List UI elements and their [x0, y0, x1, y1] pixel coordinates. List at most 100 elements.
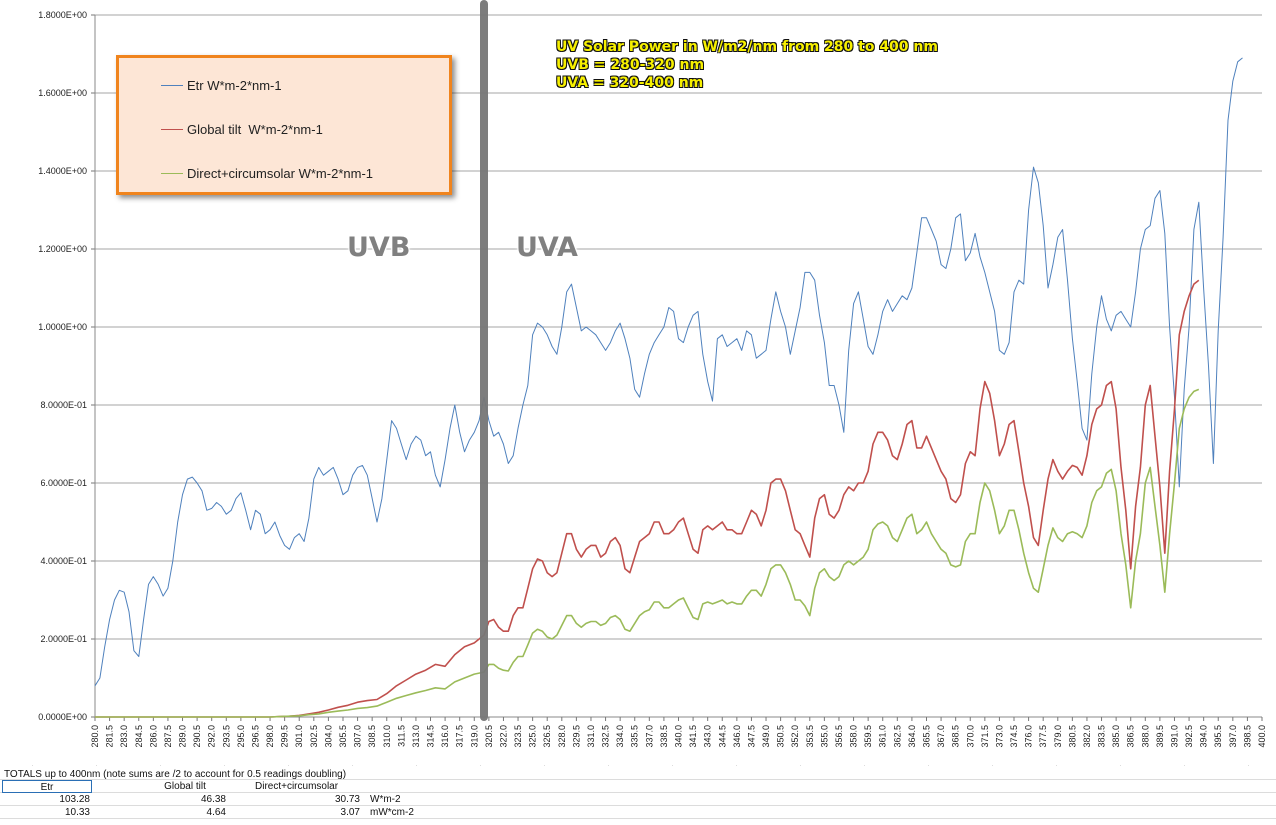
y-tick-label: 1.4000E+00: [38, 166, 87, 176]
x-tick-label: 359.5: [863, 725, 873, 748]
x-tick-label: 323.5: [513, 725, 523, 748]
y-tick-label: 1.2000E+00: [38, 244, 87, 254]
x-tick-label: 341.5: [688, 725, 698, 748]
x-tick-label: 377.5: [1038, 725, 1048, 748]
y-tick-label: 6.0000E-01: [40, 478, 87, 488]
x-tick-label: 392.5: [1184, 725, 1194, 748]
totals-header-direct[interactable]: Direct+circumsolar: [255, 781, 339, 792]
y-tick-label: 4.0000E-01: [40, 556, 87, 566]
row-divider: [0, 818, 1276, 819]
x-tick-label: 355.0: [819, 725, 829, 748]
x-tick-label: 353.5: [805, 725, 815, 748]
x-tick-label: 289.0: [178, 725, 188, 748]
totals-unit-mw: mW*cm-2: [370, 807, 414, 818]
series-line-global-tilt: [95, 279, 1200, 718]
x-tick-label: 302.5: [309, 725, 319, 748]
x-tick-label: 334.0: [615, 725, 625, 748]
x-tick-label: 373.0: [994, 725, 1004, 748]
x-tick-label: 316.0: [440, 725, 450, 748]
x-tick-label: 383.5: [1097, 725, 1107, 748]
x-tick-label: 298.0: [265, 725, 275, 748]
chart-area: 0.0000E+00 2.0000E-01 4.0000E-01 6.0000E-01…: [38, 0, 1267, 748]
x-tick-label: 349.0: [761, 725, 771, 748]
x-tick-label: 367.0: [936, 725, 946, 748]
legend-label-direct: Direct+circumsolar W*m-2*nm-1: [187, 165, 373, 181]
totals-unit-w: W*m-2: [370, 794, 401, 805]
totals-heading: TOTALS up to 400nm (note sums are /2 to …: [4, 769, 347, 780]
x-tick-label: 331.0: [586, 725, 596, 748]
x-tick-label: 310.0: [382, 725, 392, 748]
x-tick-label: 340.0: [674, 725, 684, 748]
x-tick-label: 352.0: [790, 725, 800, 748]
y-tick-label: 1.6000E+00: [38, 88, 87, 98]
x-tick-label: 385.0: [1111, 725, 1121, 748]
x-tick-label: 299.5: [280, 725, 290, 748]
chart-subtitle-uvb: UVB = 280-320 nm: [556, 57, 705, 73]
row-divider: [0, 805, 1276, 806]
series-line-etr: [94, 57, 1243, 687]
x-tick-label: 397.0: [1228, 725, 1238, 748]
x-tick-label: 389.5: [1155, 725, 1165, 748]
x-tick-label: 358.0: [849, 725, 859, 748]
x-tick-label: 292.0: [207, 725, 217, 748]
legend-label-global-tilt: Global tilt W*m-2*nm-1: [187, 121, 323, 137]
x-tick-label: 328.0: [557, 725, 567, 748]
x-tick-label: 284.5: [134, 725, 144, 748]
x-tick-label: 293.5: [221, 725, 231, 748]
x-tick-label: 365.5: [921, 725, 931, 748]
x-tick-label: 376.0: [1024, 725, 1034, 748]
chart-legend[interactable]: Etr W*m-2*nm-1 Global tilt W*m-2*nm-1 Di…: [116, 55, 452, 195]
totals-cell-etr-mw[interactable]: 10.33: [64, 807, 90, 818]
x-tick-label: 391.0: [1169, 725, 1179, 748]
region-label-uva: UVA: [516, 232, 578, 263]
series-line-direct: [95, 388, 1200, 718]
x-tick-label: 368.5: [951, 725, 961, 748]
x-tick-label: 337.0: [644, 725, 654, 748]
x-tick-label: 281.5: [105, 725, 115, 748]
y-tick-label: 8.0000E-01: [40, 400, 87, 410]
x-tick-label: 325.0: [528, 725, 538, 748]
x-tick-label: 356.5: [834, 725, 844, 748]
totals-table: TOTALS up to 400nm (note sums are /2 to …: [0, 766, 1276, 825]
x-tick-label: 314.5: [426, 725, 436, 748]
totals-cell-global-w[interactable]: 46.38: [200, 794, 226, 805]
x-tick-label: 296.5: [250, 725, 260, 748]
totals-header-global-tilt[interactable]: Global tilt: [164, 781, 206, 792]
x-tick-label: 320.5: [484, 725, 494, 748]
x-tick-label: 317.5: [455, 725, 465, 748]
x-tick-label: 332.5: [601, 725, 611, 748]
x-tick-label: 304.0: [323, 725, 333, 748]
totals-header-etr[interactable]: Etr: [2, 780, 92, 793]
x-tick-label: 398.5: [1242, 725, 1252, 748]
x-tick-label: 400.0: [1257, 725, 1267, 748]
totals-cell-etr-w[interactable]: 103.28: [59, 794, 90, 805]
legend-entry-etr: Etr W*m-2*nm-1: [161, 76, 282, 94]
legend-swatch-etr: [161, 84, 183, 86]
legend-swatch-global-tilt: [161, 128, 183, 130]
x-tick-label: 380.5: [1067, 725, 1077, 748]
row-divider: [0, 792, 1276, 793]
x-tick-label: 343.0: [703, 725, 713, 748]
y-tick-label: 1.0000E+00: [38, 322, 87, 332]
y-tick-label: 2.0000E-01: [40, 634, 87, 644]
x-tick-label: 374.5: [1009, 725, 1019, 748]
x-tick-label: 350.5: [776, 725, 786, 748]
totals-cell-global-mw[interactable]: 4.64: [206, 807, 226, 818]
totals-cell-direct-mw[interactable]: 3.07: [340, 807, 360, 818]
x-tick-label: 379.0: [1053, 725, 1063, 748]
legend-entry-global-tilt: Global tilt W*m-2*nm-1: [161, 120, 323, 138]
totals-cell-direct-w[interactable]: 30.73: [334, 794, 360, 805]
x-tick-label: 301.0: [294, 725, 304, 748]
legend-swatch-direct: [161, 172, 183, 174]
x-tick-label: 371.5: [980, 725, 990, 748]
x-tick-label: 308.5: [367, 725, 377, 748]
chart-title-block: UV Solar Power in W/m2/nm from 280 to 40…: [556, 38, 938, 92]
x-tick-label: 382.0: [1082, 725, 1092, 748]
x-tick-label: 361.0: [878, 725, 888, 748]
x-tick-label: 395.5: [1213, 725, 1223, 748]
x-tick-label: 305.5: [338, 725, 348, 748]
x-tick-label: 287.5: [163, 725, 173, 748]
x-tick-label: 364.0: [907, 725, 917, 748]
chart-title: UV Solar Power in W/m2/nm from 280 to 40…: [556, 39, 938, 55]
x-tick-label: 362.5: [892, 725, 902, 748]
